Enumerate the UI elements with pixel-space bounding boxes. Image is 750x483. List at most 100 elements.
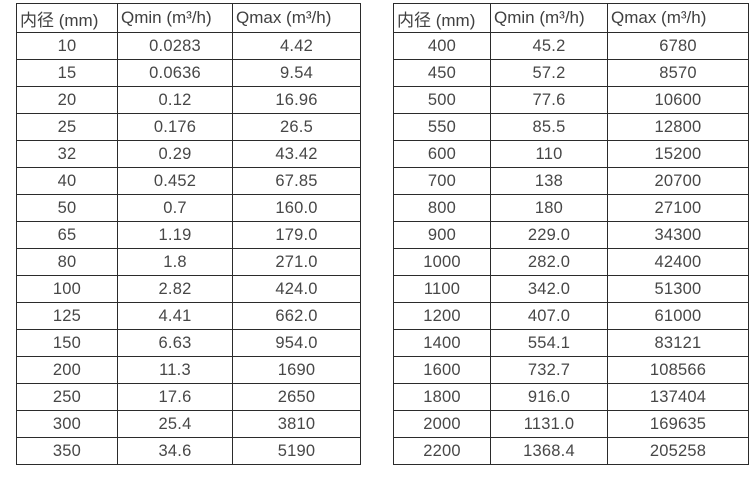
table-cell: 1600 <box>393 356 491 384</box>
table-cell: 1400 <box>393 329 491 357</box>
table-cell: 17.6 <box>117 383 233 411</box>
table-cell: 138 <box>490 167 608 195</box>
table-cell: 16.96 <box>232 86 361 114</box>
table-cell: 65 <box>16 221 118 249</box>
col-header-qmin: Qmin (m³/h) <box>490 3 608 33</box>
table-row: 40 0.452 67.85 <box>16 167 361 195</box>
table-cell: 342.0 <box>490 275 608 303</box>
table-cell: 50 <box>16 194 118 222</box>
table-cell: 77.6 <box>490 86 608 114</box>
table-cell: 43.42 <box>232 140 361 168</box>
table-cell: 2650 <box>232 383 361 411</box>
table-row: 450 57.2 8570 <box>393 59 749 87</box>
table-cell: 85.5 <box>490 113 608 141</box>
table-cell: 916.0 <box>490 383 608 411</box>
table-row: 1100 342.0 51300 <box>393 275 749 303</box>
table-cell: 169635 <box>607 410 749 438</box>
table-cell: 108566 <box>607 356 749 384</box>
table-row: 2200 1368.4 205258 <box>393 437 749 465</box>
table-cell: 9.54 <box>232 59 361 87</box>
table-cell: 137404 <box>607 383 749 411</box>
table-cell: 450 <box>393 59 491 87</box>
table-cell: 0.12 <box>117 86 233 114</box>
table-cell: 15 <box>16 59 118 87</box>
table-row: 1800 916.0 137404 <box>393 383 749 411</box>
table-row: 80 1.8 271.0 <box>16 248 361 276</box>
table-cell: 271.0 <box>232 248 361 276</box>
table-cell: 205258 <box>607 437 749 465</box>
table-row: 200 11.3 1690 <box>16 356 361 384</box>
table-cell: 80 <box>16 248 118 276</box>
table-cell: 0.176 <box>117 113 233 141</box>
table-row: 1400 554.1 83121 <box>393 329 749 357</box>
table-cell: 662.0 <box>232 302 361 330</box>
flow-table-large-diameters: 内径 (mm) Qmin (m³/h) Qmax (m³/h) 400 45.2 6… <box>393 3 749 465</box>
table-cell: 282.0 <box>490 248 608 276</box>
table-row: 10 0.0283 4.42 <box>16 32 361 60</box>
table-cell: 150 <box>16 329 118 357</box>
table-cell: 0.7 <box>117 194 233 222</box>
table-cell: 4.42 <box>232 32 361 60</box>
table-cell: 800 <box>393 194 491 222</box>
table-cell: 10600 <box>607 86 749 114</box>
table-row: 1600 732.7 108566 <box>393 356 749 384</box>
table-cell: 0.0283 <box>117 32 233 60</box>
table-cell: 1.19 <box>117 221 233 249</box>
table-row: 100 2.82 424.0 <box>16 275 361 303</box>
table-cell: 500 <box>393 86 491 114</box>
table-cell: 10 <box>16 32 118 60</box>
table-row: 20 0.12 16.96 <box>16 86 361 114</box>
table-cell: 8570 <box>607 59 749 87</box>
table-row: 125 4.41 662.0 <box>16 302 361 330</box>
table-row: 300 25.4 3810 <box>16 410 361 438</box>
table-cell: 400 <box>393 32 491 60</box>
table-cell: 125 <box>16 302 118 330</box>
table-cell: 1100 <box>393 275 491 303</box>
table-cell: 700 <box>393 167 491 195</box>
header-row: 内径 (mm) Qmin (m³/h) Qmax (m³/h) <box>16 3 361 33</box>
table-cell: 160.0 <box>232 194 361 222</box>
table-cell: 27100 <box>607 194 749 222</box>
table-cell: 34300 <box>607 221 749 249</box>
table-row: 2000 1131.0 169635 <box>393 410 749 438</box>
col-header-inner-diameter: 内径 (mm) <box>393 3 491 33</box>
table-cell: 300 <box>16 410 118 438</box>
table-row: 25 0.176 26.5 <box>16 113 361 141</box>
col-header-qmax: Qmax (m³/h) <box>607 3 749 33</box>
table-cell: 83121 <box>607 329 749 357</box>
col-header-inner-diameter: 内径 (mm) <box>16 3 118 33</box>
table-cell: 0.0636 <box>117 59 233 87</box>
table-row: 1200 407.0 61000 <box>393 302 749 330</box>
table-row: 65 1.19 179.0 <box>16 221 361 249</box>
table-row: 15 0.0636 9.54 <box>16 59 361 87</box>
table-row: 250 17.6 2650 <box>16 383 361 411</box>
table-cell: 40 <box>16 167 118 195</box>
table-cell: 900 <box>393 221 491 249</box>
table-cell: 407.0 <box>490 302 608 330</box>
table-cell: 1368.4 <box>490 437 608 465</box>
table-cell: 1800 <box>393 383 491 411</box>
table-cell: 42400 <box>607 248 749 276</box>
table-cell: 424.0 <box>232 275 361 303</box>
table-cell: 1.8 <box>117 248 233 276</box>
table-cell: 180 <box>490 194 608 222</box>
table-cell: 32 <box>16 140 118 168</box>
table-cell: 179.0 <box>232 221 361 249</box>
table-cell: 26.5 <box>232 113 361 141</box>
table-body: 400 45.2 6780 450 57.2 8570 500 77.6 10600 550 85.… <box>393 32 749 465</box>
table-cell: 67.85 <box>232 167 361 195</box>
table-cell: 25 <box>16 113 118 141</box>
table-cell: 250 <box>16 383 118 411</box>
table-row: 50 0.7 160.0 <box>16 194 361 222</box>
table-cell: 61000 <box>607 302 749 330</box>
table-row: 800 180 27100 <box>393 194 749 222</box>
table-row: 400 45.2 6780 <box>393 32 749 60</box>
table-row: 32 0.29 43.42 <box>16 140 361 168</box>
table-cell: 100 <box>16 275 118 303</box>
header-row: 内径 (mm) Qmin (m³/h) Qmax (m³/h) <box>393 3 749 33</box>
table-row: 1000 282.0 42400 <box>393 248 749 276</box>
table-cell: 3810 <box>232 410 361 438</box>
table-row: 600 110 15200 <box>393 140 749 168</box>
table-cell: 25.4 <box>117 410 233 438</box>
